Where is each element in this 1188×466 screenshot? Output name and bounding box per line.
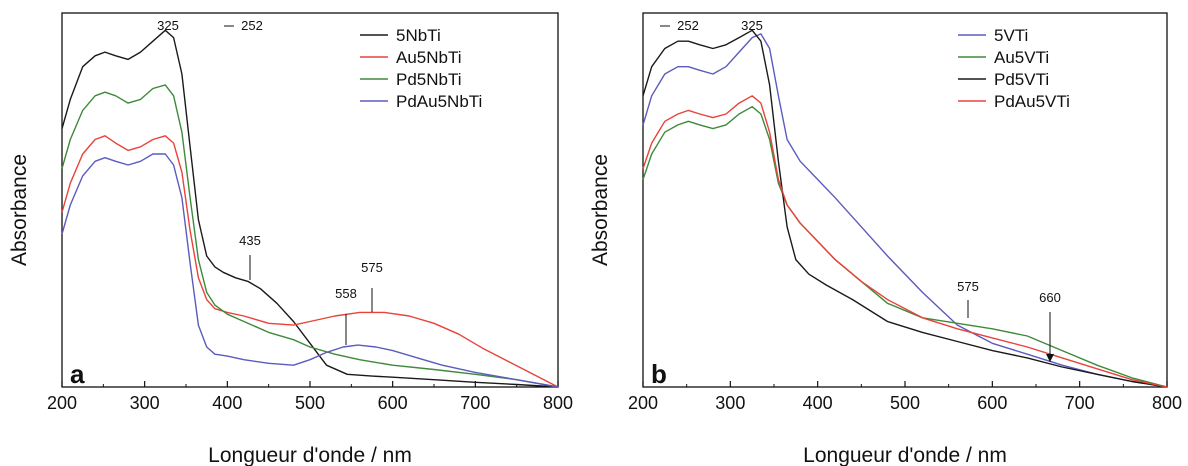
x-tick-label: 200	[628, 393, 658, 413]
x-tick-label: 400	[212, 393, 242, 413]
x-axis-title: Longueur d'onde / nm	[803, 444, 1007, 466]
series-line-Pd5NbTi	[61, 84, 559, 388]
x-tick-label: 800	[543, 393, 573, 413]
series-line-Pd5VTi	[642, 29, 1168, 388]
legend-label: 5VTi	[994, 26, 1028, 45]
legend-label: 5NbTi	[396, 26, 441, 45]
legend-label: PdAu5NbTi	[396, 92, 482, 111]
annotation-label: 575	[361, 260, 383, 275]
panel-letter: b	[651, 359, 667, 389]
panel-letter: a	[70, 359, 85, 389]
annotation-label: 325	[157, 18, 179, 33]
x-tick-label: 400	[803, 393, 833, 413]
x-tick-label: 300	[715, 393, 745, 413]
x-tick-label: 200	[47, 393, 77, 413]
legend-label: Au5NbTi	[396, 48, 462, 67]
annotation-label: 435	[239, 233, 261, 248]
panel-b: 200 300 400 500 600 700 800 Longueur d'onde / n…	[589, 12, 1182, 466]
series-line-Au5VTi	[642, 106, 1168, 388]
annotation-label: 575	[957, 279, 979, 294]
x-axis-title: Longueur d'onde / nm	[208, 444, 412, 466]
series-line-PdAu5VTi	[642, 95, 1168, 388]
x-tick-label: 600	[977, 393, 1007, 413]
annotation-label: 252	[241, 18, 263, 33]
legend-label: Au5VTi	[994, 48, 1049, 67]
annotation-label: 252	[677, 18, 699, 33]
series-line-5VTi	[642, 33, 1168, 388]
x-tick-label: 500	[295, 393, 325, 413]
plot-frame	[61, 12, 559, 388]
x-tick-label: 500	[890, 393, 920, 413]
series-line-PdAu5NbTi	[61, 153, 559, 388]
x-tick-label: 600	[378, 393, 408, 413]
panel-a: 200 300 400 500 600 700 800 Longueur d'onde / n…	[8, 12, 573, 466]
series-line-5NbTi	[61, 29, 559, 388]
y-axis-title: Absorbance	[589, 154, 612, 266]
legend-label: PdAu5VTi	[994, 92, 1070, 111]
x-tick-label: 800	[1152, 393, 1182, 413]
x-tick-label: 700	[1065, 393, 1095, 413]
y-axis-title: Absorbance	[8, 154, 31, 266]
legend-label: Pd5VTi	[994, 70, 1049, 89]
annotation-label: 558	[335, 286, 357, 301]
legend-label: Pd5NbTi	[396, 70, 462, 89]
series-line-Au5NbTi	[61, 135, 559, 388]
x-tick-label: 300	[130, 393, 160, 413]
annotation-label: 325	[741, 18, 763, 33]
annotation-label: 660	[1039, 290, 1061, 305]
annotation-arrowhead	[1046, 354, 1054, 362]
x-tick-label: 700	[460, 393, 490, 413]
